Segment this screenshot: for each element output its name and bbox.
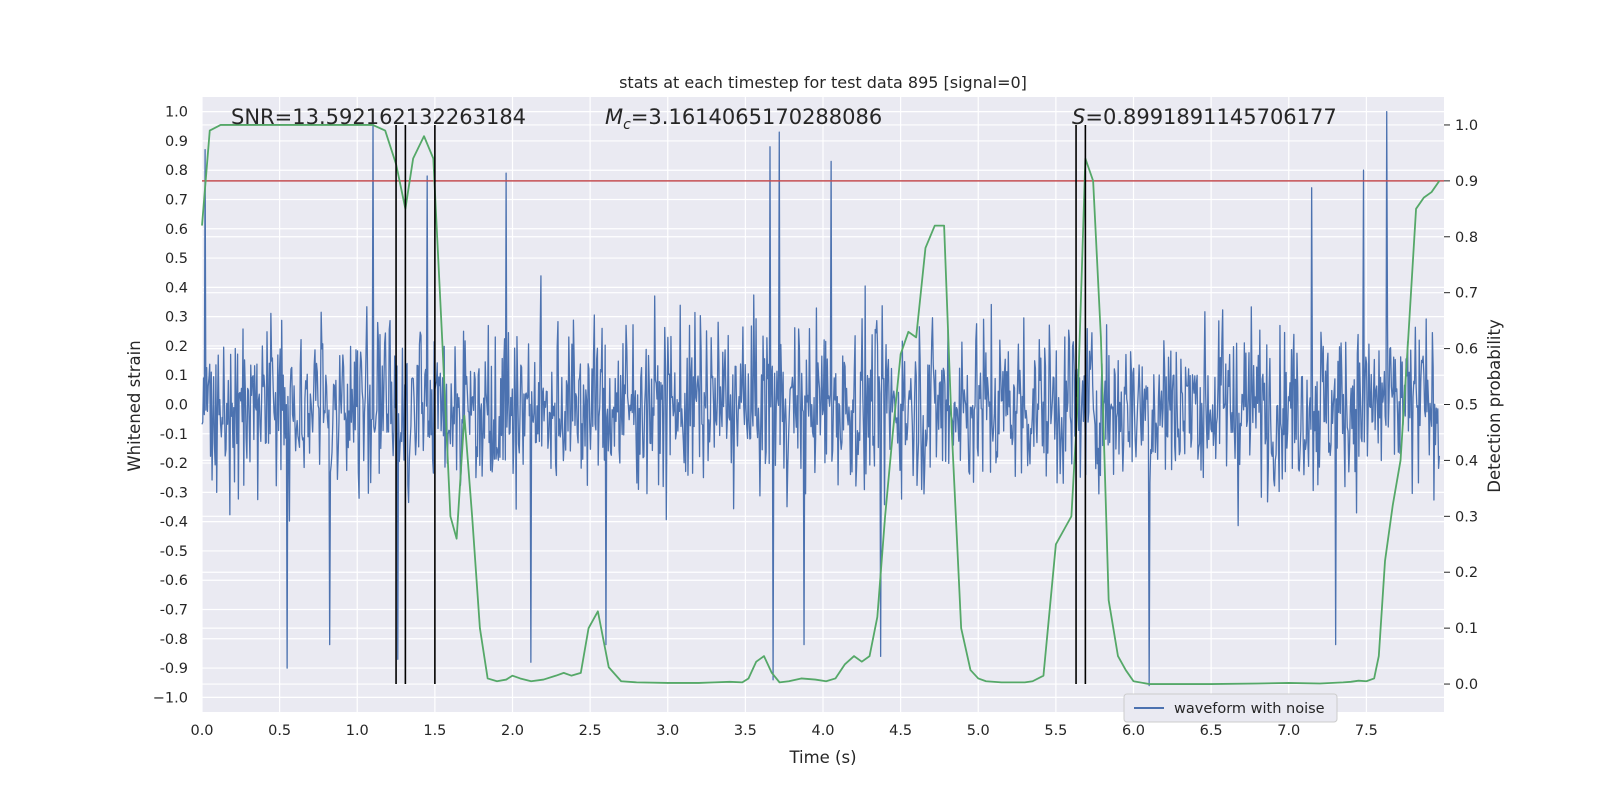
x-tick-label: 4.0: [811, 723, 834, 739]
y-tick-label-left: -0.7: [160, 603, 188, 619]
x-tick-label: 7.0: [1277, 723, 1300, 739]
detection-probability-line: [201, 124, 1441, 685]
detection-probability-series: [201, 124, 1441, 685]
y-tick-label-right: 0.8: [1455, 230, 1478, 246]
x-tick-label: 5.5: [1044, 723, 1067, 739]
chirp-mass-symbol: M: [605, 105, 623, 129]
legend: waveform with noise: [1123, 693, 1338, 723]
y-tick-label-left: -0.5: [160, 544, 188, 560]
y-tick-label-left: -0.4: [160, 515, 188, 531]
y-tick-label-left: 0.0: [165, 398, 188, 414]
y-tick-label-right: 0.5: [1455, 398, 1478, 414]
legend-label-waveform: waveform with noise: [1174, 701, 1325, 717]
y-tick-label-right: 0.2: [1455, 565, 1478, 581]
chirp-mass-annotation: Mc=3.1614065170288086: [605, 105, 882, 133]
s-annotation: S=0.8991891145706177: [1072, 105, 1337, 129]
y-tick-label-left: 0.8: [165, 163, 188, 179]
x-tick-label: 3.0: [656, 723, 679, 739]
y-tick-label-left: -0.9: [160, 661, 188, 677]
s-symbol: S: [1072, 105, 1085, 129]
y-tick-label-left: 0.9: [165, 134, 188, 150]
y-axis-label-left: Whitened strain: [125, 340, 144, 471]
vertical-marker-lines: [395, 124, 1087, 685]
x-tick-label: 0.0: [190, 723, 213, 739]
x-tick-label: 1.5: [423, 723, 446, 739]
tick-labels: 0.0 0.5 1.0 1.5 2.0 2.5 3.0 3.5 4.0 4.5 5.0 5.5 6.0 6…: [153, 105, 1478, 739]
y-tick-label-left: -0.2: [160, 456, 188, 472]
y-axis-label-right: Detection probability: [1485, 319, 1504, 493]
chirp-mass-subscript: c: [623, 117, 631, 133]
y-tick-label-left: -0.8: [160, 632, 188, 648]
y-tick-label-left: 0.5: [165, 251, 188, 267]
waveform-line: [201, 110, 1440, 687]
y-tick-label-right: 0.3: [1455, 509, 1478, 525]
x-tick-label: 4.5: [889, 723, 912, 739]
y-tick-label-left: 0.4: [165, 280, 188, 296]
y-tick-label-left: 0.7: [165, 193, 188, 209]
x-tick-label: 5.0: [967, 723, 990, 739]
y-tick-label-left: -0.3: [160, 485, 188, 501]
chirp-mass-value: =3.1614065170288086: [631, 105, 882, 129]
snr-annotation: SNR=13.592162132263184: [231, 105, 526, 129]
y-tick-label-left: 1.0: [165, 105, 188, 121]
s-value: =0.8991891145706177: [1085, 105, 1336, 129]
x-tick-label: 6.0: [1122, 723, 1145, 739]
y-tick-label-left: 0.2: [165, 339, 188, 355]
x-tick-label: 1.0: [346, 723, 369, 739]
y-tick-label-left: -0.6: [160, 573, 188, 589]
waveform-series: [201, 110, 1440, 687]
x-tick-label: 2.0: [501, 723, 524, 739]
y-tick-label-left: 0.1: [165, 368, 188, 384]
y-tick-label-right: 0.7: [1455, 286, 1478, 302]
x-tick-label: 6.5: [1200, 723, 1223, 739]
y-tick-label-left: -0.1: [160, 427, 188, 443]
y-tick-label-right: 0.4: [1455, 453, 1478, 469]
x-tick-label: 0.5: [268, 723, 291, 739]
x-tick-label: 3.5: [734, 723, 757, 739]
y-tick-label-right: 1.0: [1455, 118, 1478, 134]
x-tick-label: 7.5: [1355, 723, 1378, 739]
y-tick-label-right: 0.6: [1455, 342, 1478, 358]
y-tick-label-left: 0.3: [165, 310, 188, 326]
y-tick-label-left: −1.0: [153, 690, 188, 706]
y-tick-label-left: 0.6: [165, 222, 188, 238]
legend-box: [1123, 693, 1338, 723]
chart-title: stats at each timestep for test data 895…: [619, 73, 1027, 92]
y-tick-label-right: 0.1: [1455, 621, 1478, 637]
x-axis-label: Time (s): [788, 748, 856, 767]
x-tick-label: 2.5: [579, 723, 602, 739]
y-tick-label-right: 0.9: [1455, 174, 1478, 190]
y-tick-label-right: 0.0: [1455, 677, 1478, 693]
